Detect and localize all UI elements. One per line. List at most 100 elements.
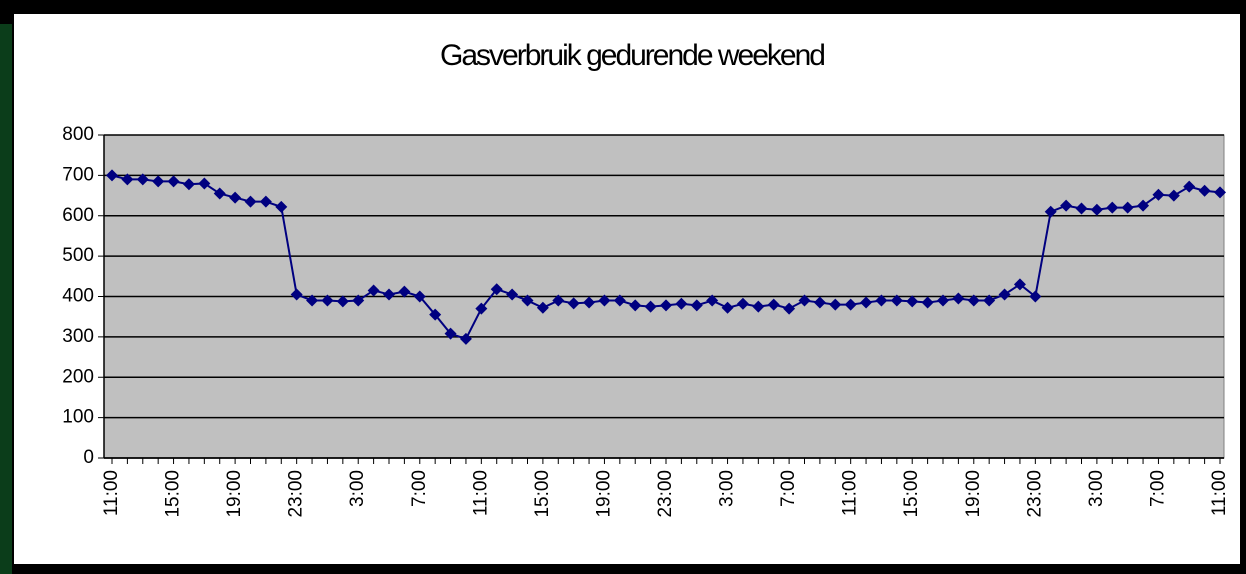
data-point [906,295,919,308]
data-point [690,299,703,312]
data-point [644,300,657,313]
data-point [1029,290,1042,303]
data-point [921,296,934,309]
x-tick-label: 11:00 [840,470,861,516]
x-tick-label: 3:00 [1086,470,1107,507]
x-tick-label: 15:00 [532,470,553,518]
side-strip [0,24,12,574]
data-point [1060,199,1073,212]
data-point [1106,201,1119,214]
data-point [106,169,118,182]
chart-title: Gasverbruik gedurende weekend [440,39,824,72]
x-tick-label: 19:00 [224,470,245,518]
data-point [521,294,534,307]
y-tick-label: 0 [83,447,94,468]
y-tick-label: 400 [62,286,94,307]
data-point [706,294,719,307]
data-point [875,294,888,307]
data-point [1183,180,1196,193]
data-point [536,301,549,314]
data-point [306,294,319,307]
x-tick-label: 23:00 [286,470,307,518]
data-point [798,294,811,307]
data-point [752,300,765,313]
data-point [121,173,134,186]
data-point [152,175,165,188]
data-point [459,332,472,345]
data-point [336,295,349,308]
y-tick-label: 600 [62,205,94,226]
data-point [783,302,796,315]
x-tick-label: 11:00 [101,470,122,516]
data-point [429,308,442,321]
data-point [182,178,195,191]
data-point [413,290,426,303]
data-point [167,175,180,188]
x-tick-label: 19:00 [963,470,984,518]
data-point [1090,203,1103,216]
data-point [829,298,842,311]
data-point [259,195,272,208]
data-point [583,296,596,309]
x-tick-label: 7:00 [778,470,799,507]
data-point [813,296,826,309]
y-tick-label: 200 [62,366,94,387]
data-point [444,327,457,340]
data-point [613,294,626,307]
data-point [1167,189,1180,202]
data-point [213,187,226,200]
data-point [475,302,488,315]
x-tick-label: 11:00 [1209,470,1230,516]
y-tick-label: 800 [62,124,94,145]
data-point [321,294,334,307]
data-point [1198,184,1211,197]
data-point [890,294,903,307]
data-point [567,297,580,310]
data-point [244,195,257,208]
data-point [1152,188,1165,201]
data-point [1137,199,1150,212]
x-tick-label: 7:00 [409,470,430,507]
data-point [860,296,873,309]
data-point [136,173,149,186]
x-tick-label: 3:00 [347,470,368,507]
data-point [1121,201,1134,214]
x-tick-label: 7:00 [1147,470,1168,507]
data-point [1044,205,1057,218]
data-point [367,284,380,297]
data-point [767,298,780,311]
data-point [967,294,980,307]
data-point [937,294,949,307]
data-point [490,283,503,296]
x-tick-label: 3:00 [717,470,738,507]
data-point [1013,278,1026,291]
y-tick-label: 500 [62,245,94,266]
data-point [383,288,395,301]
data-point [736,297,749,310]
data-point [198,177,211,190]
data-point [290,288,303,301]
y-tick-label: 100 [62,407,94,428]
data-point [998,288,1011,301]
data-point [952,292,965,305]
data-point [660,299,672,312]
data-point [844,298,857,311]
data-point [352,294,365,307]
data-point [721,301,734,314]
data-point [598,294,611,307]
data-point [629,299,642,312]
data-point [983,294,996,307]
x-tick-label: 15:00 [901,470,922,518]
data-point [275,200,288,213]
data-point [398,285,411,298]
data-point [1214,186,1226,199]
data-point [675,297,688,310]
x-tick-label: 15:00 [163,470,184,518]
data-point [506,288,519,301]
data-point [1075,202,1088,215]
x-tick-label: 11:00 [470,470,491,516]
x-tick-label: 23:00 [655,470,676,518]
data-point [229,191,242,204]
y-tick-label: 300 [62,326,94,347]
